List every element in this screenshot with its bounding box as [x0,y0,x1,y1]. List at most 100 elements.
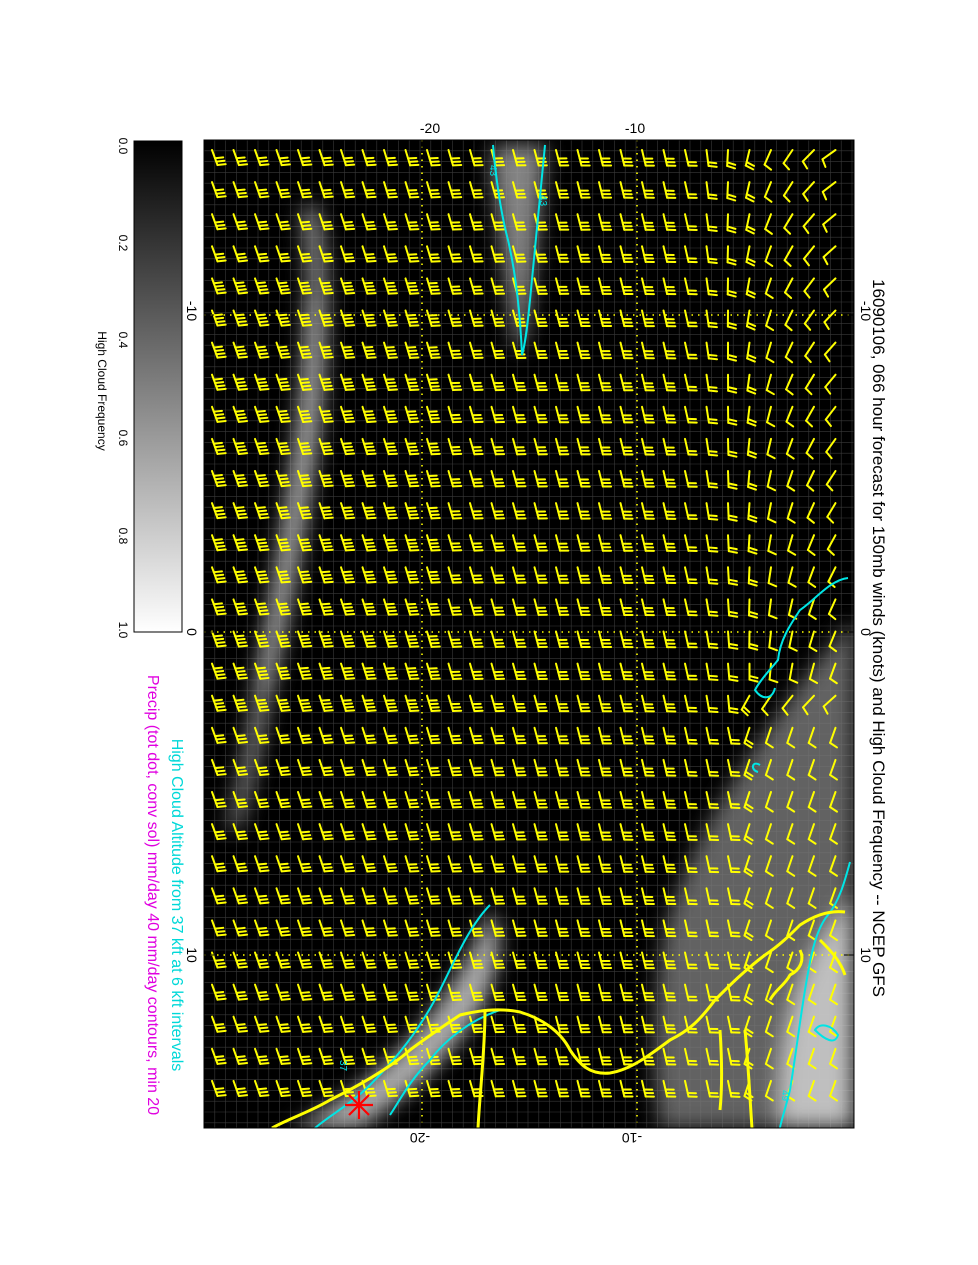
wind-barb [807,855,817,877]
wind-barb [254,534,270,552]
wind-barb [768,630,779,652]
wind-barb [598,373,613,392]
wind-barb [684,630,698,649]
wind-barb [788,662,799,684]
wind-barb [745,277,756,299]
contour-label: 37 [337,1060,348,1072]
wind-barb [807,758,817,781]
wind-barb [318,726,334,744]
wind-barb [744,149,755,171]
wind-barb [469,534,484,552]
wind-barb [340,983,356,1001]
wind-barb [469,437,484,456]
axis-label-right: 10 [858,947,874,963]
wind-barb [490,277,506,295]
wind-barb [764,1015,774,1038]
wind-barb [641,919,655,938]
wind-barb [555,791,570,809]
wind-barb [788,630,798,652]
wind-barb [426,662,441,680]
wind-barb [763,149,773,171]
wind-barb [211,919,227,937]
wind-barb [340,437,356,456]
wind-barb [806,502,815,524]
wind-barb [469,598,484,616]
wind-barb [745,181,756,203]
wind-barb [254,951,270,969]
wind-barb [426,181,441,199]
wind-barb [297,662,313,680]
wind-barb [767,534,777,556]
wind-barb [318,1047,334,1065]
wind-barb [684,598,698,617]
wind-barb [211,758,227,776]
wind-barb [533,277,548,295]
wind-barb [469,245,484,263]
wind-barb [555,983,570,1002]
wind-barb [786,726,796,749]
wind-barb [275,566,291,584]
wind-barb [727,726,741,745]
wind-barb [404,855,420,873]
wind-barb [361,983,377,1001]
wind-barb [275,951,291,969]
wind-barb [766,470,777,492]
wind-barb [533,309,548,327]
wind-barb [805,470,815,492]
wind-barb [705,502,719,521]
wind-barb [232,149,249,167]
wind-barb [232,1079,249,1097]
wind-barb [684,758,698,777]
wind-barb [555,1015,570,1034]
wind-barb [533,694,548,713]
wind-barb [662,758,677,777]
wind-barb [512,694,527,713]
wind-barb [297,630,313,648]
wind-barb [490,341,506,360]
wind-barb [619,855,634,873]
wind-barb [447,341,463,359]
wind-barb [297,566,313,584]
wind-barb [318,951,334,969]
wind-barb [533,502,548,520]
wind-barb [684,373,698,392]
wind-barb [383,855,398,873]
wind-barb [512,149,527,167]
wind-barb [598,919,613,937]
wind-barb [275,630,291,648]
wind-barb [829,855,838,877]
wind-barb [361,1047,377,1066]
wind-barb [555,181,570,199]
wind-barb [447,181,463,199]
wind-barb [743,791,754,813]
wind-barb [404,309,420,327]
wind-barb [576,245,591,263]
wind-barb [318,598,334,616]
wind-barb [404,502,420,520]
wind-barb [426,694,441,713]
wind-barb [469,887,484,905]
wind-barb [641,887,655,905]
wind-barb [361,855,377,873]
wind-barb [318,887,334,905]
wind-barb [598,309,613,328]
wind-barb [383,405,398,424]
wind-barb [426,758,441,777]
wind-barb [662,630,677,649]
wind-barb [383,245,398,263]
wind-barb [598,437,613,456]
axis-label-bottom: -20 [409,1130,431,1146]
wind-barb [490,726,506,745]
wind-barb [822,694,837,715]
wind-barb [232,341,249,359]
wind-barb [743,823,754,845]
wind-barb [807,983,817,1006]
wind-barb [232,662,249,680]
wind-barb [705,758,720,777]
wind-barb [705,662,719,681]
wind-barb [807,726,817,749]
wind-barb [340,405,356,424]
cloud-band-west-core [258,300,313,690]
wind-barb [340,855,356,873]
wind-barb [490,373,506,392]
